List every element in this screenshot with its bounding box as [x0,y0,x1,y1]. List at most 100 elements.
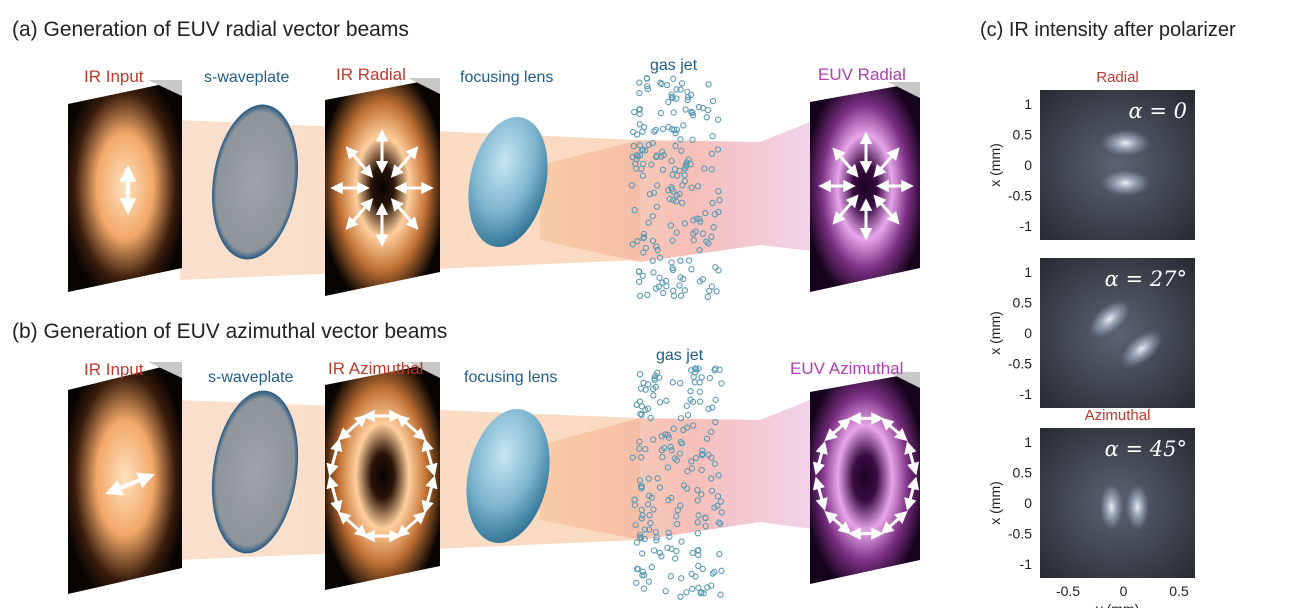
gas-particle [678,147,685,154]
gas-particle [636,531,644,539]
polarization-arrow [326,438,343,477]
gas-particle [649,237,657,244]
alpha-label: α = 45° [1105,437,1187,461]
gas-particle [692,573,699,580]
polarization-arrow [337,414,368,441]
gas-particle [663,282,670,290]
gas-particle [684,96,691,104]
gas-particle [633,539,640,546]
gas-particle [643,75,651,82]
gas-particle [696,379,703,386]
gas-particle [673,86,680,93]
gas-particle [708,166,715,173]
gas-particle [699,450,706,458]
gas-particle [695,365,702,372]
gas-particle [641,124,648,131]
gas-particle [683,589,690,596]
gas-particle [638,483,646,490]
intensity-lobe [1123,479,1152,535]
gas-particle [638,550,646,557]
gas-jet-label-a: gas jet [650,57,698,74]
euv-azimuthal-screen [810,372,920,584]
gas-particle [700,590,707,597]
polarization-arrow [326,475,343,514]
gas-particle [692,454,700,462]
gas-particle [635,566,642,573]
gas-particle [669,264,676,272]
gas-particle [656,549,663,557]
gas-particle [629,241,636,248]
gas-particle [708,150,716,157]
ir-input-label-b: IR Input [84,360,144,379]
polarization-arrow [421,475,438,514]
gas-particle [632,160,639,167]
gas-particle [706,374,714,382]
plot-label: Radial [1096,69,1139,86]
gas-particle [712,365,719,372]
polarization-arrow [396,414,427,441]
gas-particle [641,526,649,533]
gas-particle [666,195,673,203]
gas-particle [677,502,684,509]
screen-corner [148,80,182,96]
gas-particle [665,496,672,504]
gas-particle [701,165,708,172]
gas-particle [639,272,646,279]
ir-input-screen-b [68,362,182,594]
gas-particle [680,122,687,129]
gas-particle [678,575,685,582]
gas-particle [664,431,671,438]
gas-particle [644,381,652,388]
gas-particle [705,81,712,88]
gas-particle [642,406,649,414]
polarization-arrow [832,194,859,225]
gas-particle [672,555,679,562]
gas-particle [668,91,675,98]
euv-azimuthal-label: EUV Azimuthal [790,359,903,378]
gas-particle [665,98,672,106]
gas-particle [671,126,678,134]
y-tick-label: 1 [1024,96,1032,112]
gas-particle [628,182,636,189]
gas-particle [666,533,673,540]
gas-particle [638,411,645,418]
ir-input-screen-a [68,80,182,292]
gas-particle [647,414,654,422]
gas-particle [694,497,701,504]
gas-particle [633,131,641,138]
gas-particle [637,454,645,461]
gas-particle [690,237,697,244]
gas-particle [677,415,685,422]
y-axis-label: x (mm) [987,311,1003,355]
gas-particle [656,274,663,281]
gas-particle [694,547,702,554]
gas-particle [712,418,719,426]
gas-particle [635,268,643,275]
x-axis-label: y (mm) [1096,601,1140,608]
y-tick-label: 0.5 [1013,127,1033,143]
polarization-arrow [873,147,900,178]
gas-particle [652,372,659,380]
gas-particle [695,562,702,570]
x-tick-label: 0 [1120,583,1128,599]
gas-particle [652,528,660,536]
gas-particle [683,424,691,431]
gas-particle [668,259,675,266]
screen-corner [888,372,920,388]
gas-particle [715,188,722,195]
gas-particle [630,143,637,150]
gas-particle [636,79,643,86]
polarization-arrow [824,417,852,442]
polarization-arrow [812,441,828,476]
gas-particle [650,436,657,443]
euv-radial-label: EUV Radial [818,65,906,84]
polarization-arrow [904,476,920,511]
focusing-lens-b [466,408,550,544]
gas-particle [648,563,655,571]
polarization-arrow [390,198,419,230]
gas-particle [644,291,651,298]
polarization-arrow [904,441,920,476]
gas-particle [647,519,654,527]
gas-particle [705,451,712,459]
gas-particle [636,371,644,378]
